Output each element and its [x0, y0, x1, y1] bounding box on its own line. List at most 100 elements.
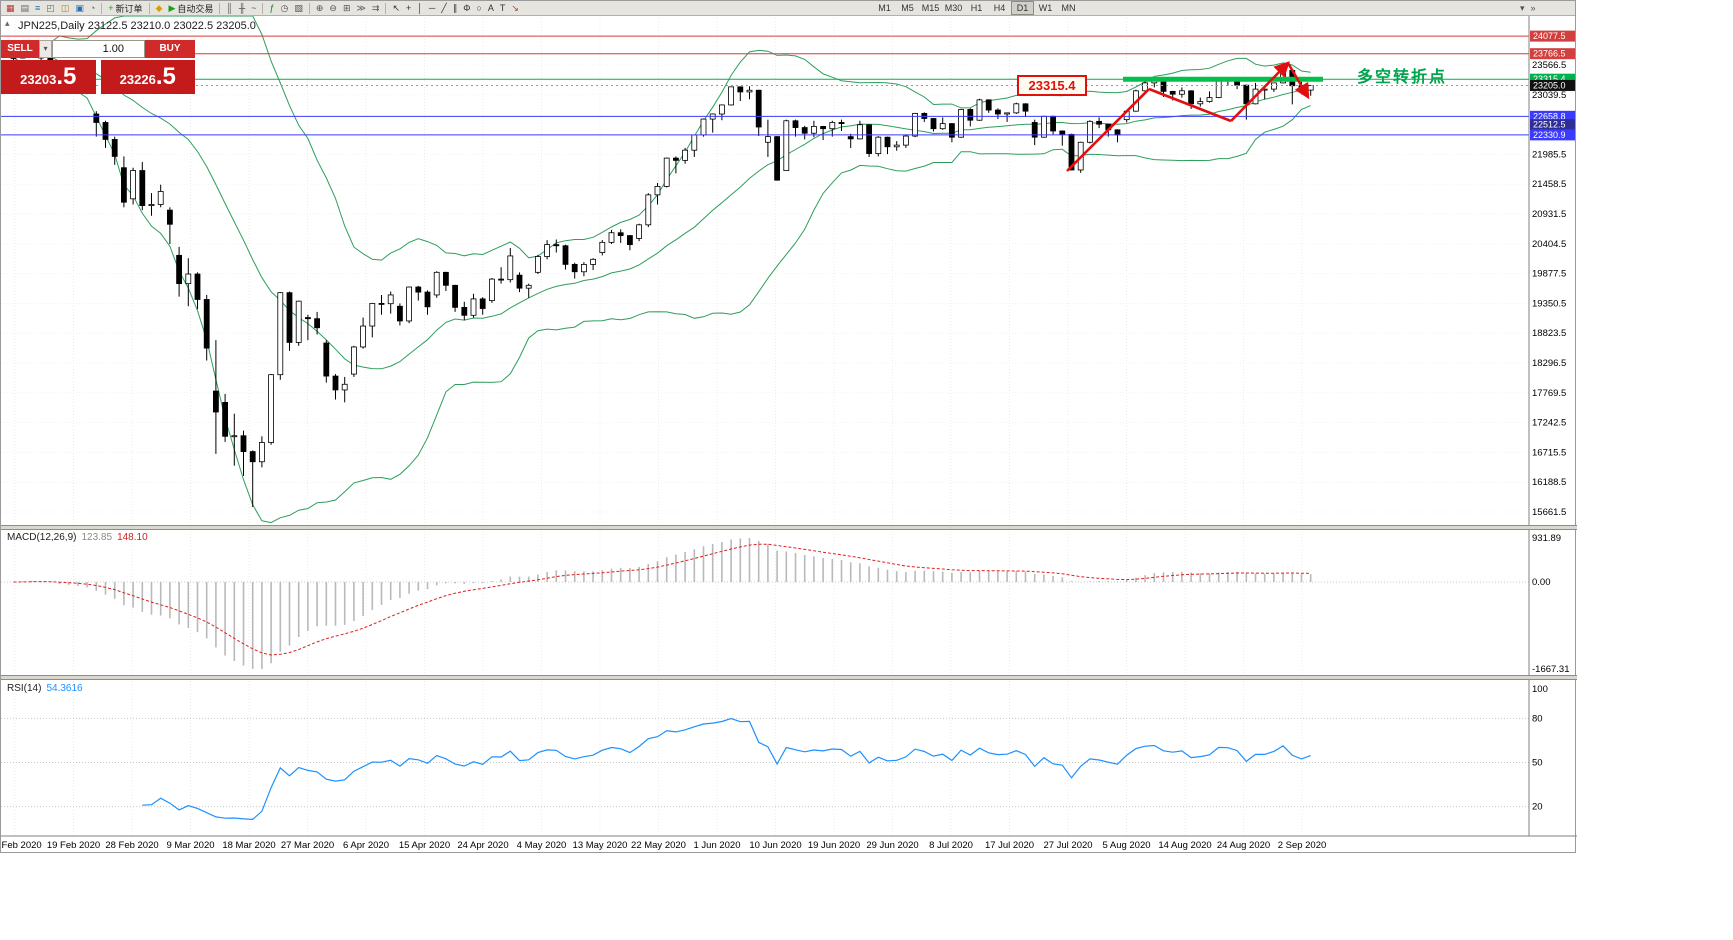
svg-text:2 Sep 2020: 2 Sep 2020 [1278, 840, 1327, 851]
new-chart-icon-glyph: ▦ [6, 2, 15, 13]
channel-icon[interactable]: ∥ [451, 2, 460, 15]
trendline-icon[interactable]: ╱ [439, 2, 448, 15]
macd-value: 123.85 [81, 532, 113, 543]
shapes-icon-glyph: ○ [476, 2, 482, 13]
toolbar-separator [308, 2, 310, 14]
price-axis-flag: 23766.5 [1530, 48, 1575, 60]
new-chart-icon[interactable]: ▦ [4, 2, 17, 15]
timeframe-m30-button[interactable]: M30 [944, 3, 963, 13]
sell-button[interactable]: SELL [1, 40, 39, 58]
buy-price-display[interactable]: 23226.5 [100, 60, 195, 94]
strategy-tester-icon-glyph: ◔ [89, 2, 96, 13]
volume-dropdown[interactable]: ▾ [39, 40, 52, 58]
indicators-icon[interactable]: ƒ [267, 2, 276, 15]
templates-icon[interactable]: ▧ [292, 2, 305, 15]
svg-text:1 Jun 2020: 1 Jun 2020 [693, 840, 740, 851]
text-icon[interactable]: A [486, 2, 496, 15]
trade-panel-controls: SELL ▾ 1.00 BUY [1, 40, 195, 58]
svg-text:20931.5: 20931.5 [1532, 209, 1566, 220]
periods-icon[interactable]: ◷ [278, 2, 290, 15]
timeframe-w1-button[interactable]: W1 [1038, 3, 1053, 13]
profiles-icon[interactable]: ▤ [19, 2, 32, 15]
timeframe-h1-button[interactable]: H1 [970, 3, 983, 13]
tile-windows-icon[interactable]: ⊞ [341, 2, 353, 15]
candles-icon[interactable]: ╫ [237, 2, 247, 15]
price-axis-flag: 22512.5 [1530, 119, 1575, 131]
macd-rsi-splitter[interactable] [1, 675, 1577, 680]
fibonacci-icon-glyph: Φ [463, 2, 471, 13]
label-icon[interactable]: T [498, 2, 508, 15]
chart-shift-icon[interactable]: ⇉ [370, 2, 382, 15]
svg-text:21458.5: 21458.5 [1532, 179, 1566, 190]
svg-text:16188.5: 16188.5 [1532, 477, 1566, 488]
zoom-out-icon[interactable]: ⊖ [327, 2, 339, 15]
svg-text:0.00: 0.00 [1532, 577, 1551, 588]
bars-icon[interactable]: ║ [224, 2, 234, 15]
price-lines [1, 35, 1529, 136]
rsi-name: RSI(14) [7, 683, 42, 694]
svg-text:27 Jul 2020: 27 Jul 2020 [1043, 840, 1092, 851]
vertical-line-icon[interactable]: │ [415, 2, 425, 15]
toolbar-overflow-icon[interactable]: » [1530, 3, 1536, 13]
svg-text:8 Jul 2020: 8 Jul 2020 [929, 840, 973, 851]
panel-collapse-icon[interactable]: ▴ [5, 18, 10, 28]
volume-input[interactable]: 1.00 [52, 40, 145, 58]
sell-price-display[interactable]: 23203.5 [1, 60, 96, 94]
navigator-icon[interactable]: ◫ [59, 2, 72, 15]
timeframe-m5-button[interactable]: M5 [901, 3, 914, 13]
line-chart-icon[interactable]: ~ [249, 2, 258, 15]
data-window-icon[interactable]: ◰ [44, 2, 57, 15]
terminal-icon-glyph: ▣ [75, 2, 84, 13]
svg-text:17769.5: 17769.5 [1532, 388, 1566, 399]
sell-price-pips: .5 [56, 63, 77, 90]
toolbar-separator [148, 2, 150, 14]
timeframe-m1-button[interactable]: M1 [878, 3, 891, 13]
arrows-icon[interactable]: ↘ [509, 2, 521, 15]
auto-scroll-icon-glyph: ≫ [356, 2, 366, 13]
toolbar-separator [385, 2, 387, 14]
auto-scroll-icon[interactable]: ≫ [355, 2, 368, 15]
macd-signal-line [13, 543, 1311, 656]
toolbar-separator [101, 2, 103, 14]
chart-info-line: JPN225,Daily 23122.5 23210.0 23022.5 232… [18, 20, 256, 32]
svg-text:28 Feb 2020: 28 Feb 2020 [105, 840, 158, 851]
fibonacci-icon[interactable]: Φ [461, 2, 472, 15]
zoom-in-icon[interactable]: ⊕ [314, 2, 326, 15]
main-macd-splitter[interactable] [1, 525, 1577, 530]
bollinger-upper-line [13, 15, 1311, 261]
auto-trading-button[interactable]: ▶ 自动交易 [166, 2, 215, 15]
svg-text:-1667.31: -1667.31 [1532, 664, 1570, 675]
crosshair-icon[interactable]: + [404, 2, 413, 15]
vertical-line-icon-glyph: │ [417, 2, 423, 13]
svg-text:17 Jul 2020: 17 Jul 2020 [985, 840, 1034, 851]
turning-point-label: 多空转折点 [1357, 69, 1448, 86]
shapes-icon[interactable]: ○ [474, 2, 483, 15]
timeframe-m15-button[interactable]: M15 [921, 3, 940, 13]
svg-text:22658.8: 22658.8 [1533, 111, 1566, 121]
price-axis-flag: 22330.9 [1530, 129, 1575, 141]
new-order-button[interactable]: + 新订单 [106, 2, 144, 15]
cursor-icon[interactable]: ↖ [390, 2, 402, 15]
new-order-button-label: 新订单 [115, 3, 143, 14]
market-watch-icon[interactable]: ≡ [33, 2, 42, 15]
text-icon-glyph: A [487, 2, 494, 13]
chart-list-icon[interactable]: ▾ [1520, 2, 1525, 13]
horizontal-line-icon[interactable]: ─ [427, 2, 437, 15]
svg-text:24077.5: 24077.5 [1533, 31, 1566, 41]
strategy-tester-icon[interactable]: ◔ [88, 2, 97, 15]
terminal-icon[interactable]: ▣ [73, 2, 86, 15]
chart-canvas[interactable]: 23566.5 23039.5 21985.5 21458.5 20931.5 20404… [1, 1, 1577, 854]
timeframe-d1-button[interactable]: D1 [1011, 1, 1034, 15]
macd-histogram [21, 538, 1312, 670]
timeframe-h4-button[interactable]: H4 [993, 3, 1006, 13]
buy-button[interactable]: BUY [145, 40, 195, 58]
timeframe-toolbar: M1 M5 M15 M30 H1 H4 D1 W1 MN [873, 1, 1080, 15]
timeframe-mn-button[interactable]: MN [1061, 3, 1076, 13]
price-axis: 23566.5 23039.5 21985.5 21458.5 20931.5 20404… [1532, 60, 1570, 813]
bars-icon-glyph: ║ [226, 2, 233, 13]
macd-indicator-label: MACD(12,26,9) 123.85 148.10 [7, 532, 148, 543]
candles-icon-glyph: ╫ [238, 2, 246, 13]
svg-text:50: 50 [1532, 758, 1543, 769]
metaeditor-icon[interactable]: ◆ [154, 2, 165, 15]
price-axis-flag: 23205.0 [1530, 79, 1575, 91]
